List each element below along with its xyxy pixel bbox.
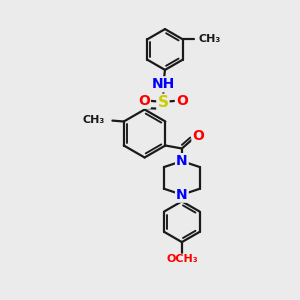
Text: S: S (158, 95, 168, 110)
Text: O: O (176, 94, 188, 108)
Text: OCH₃: OCH₃ (166, 254, 198, 265)
Text: N: N (176, 188, 188, 202)
Text: CH₃: CH₃ (199, 34, 221, 44)
Text: CH₃: CH₃ (82, 115, 104, 125)
Text: O: O (138, 94, 150, 108)
Text: NH: NH (152, 77, 175, 91)
Text: O: O (192, 129, 204, 142)
Text: N: N (176, 154, 188, 168)
